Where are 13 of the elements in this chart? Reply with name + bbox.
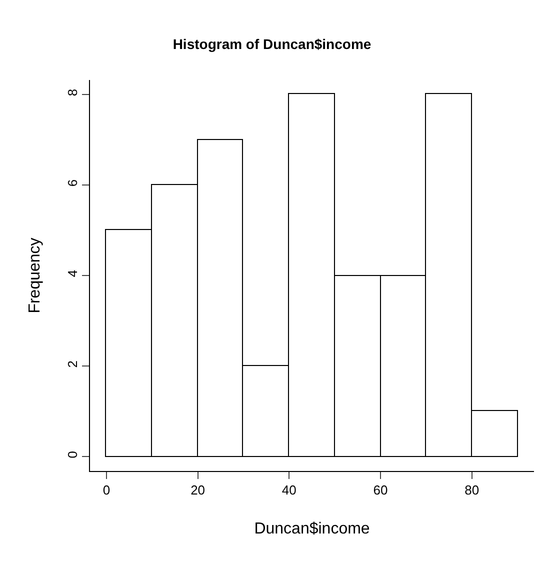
y-tick-label: 8 bbox=[64, 88, 80, 96]
y-axis-title: Frequency bbox=[26, 238, 44, 314]
x-tick-label: 60 bbox=[373, 482, 388, 498]
y-tick-label: 2 bbox=[64, 360, 80, 368]
y-tick-label: 0 bbox=[64, 450, 80, 458]
y-tick-label: 4 bbox=[64, 270, 80, 278]
x-tick-label: 20 bbox=[190, 482, 206, 498]
x-tick-label: 0 bbox=[102, 482, 110, 498]
y-tick-label: 6 bbox=[64, 179, 80, 187]
x-tick-label: 80 bbox=[464, 482, 480, 498]
x-tick-label: 40 bbox=[282, 482, 296, 498]
x-axis-title: Duncan$income bbox=[254, 520, 370, 538]
chart-title: Histogram of Duncan$income bbox=[172, 36, 372, 52]
